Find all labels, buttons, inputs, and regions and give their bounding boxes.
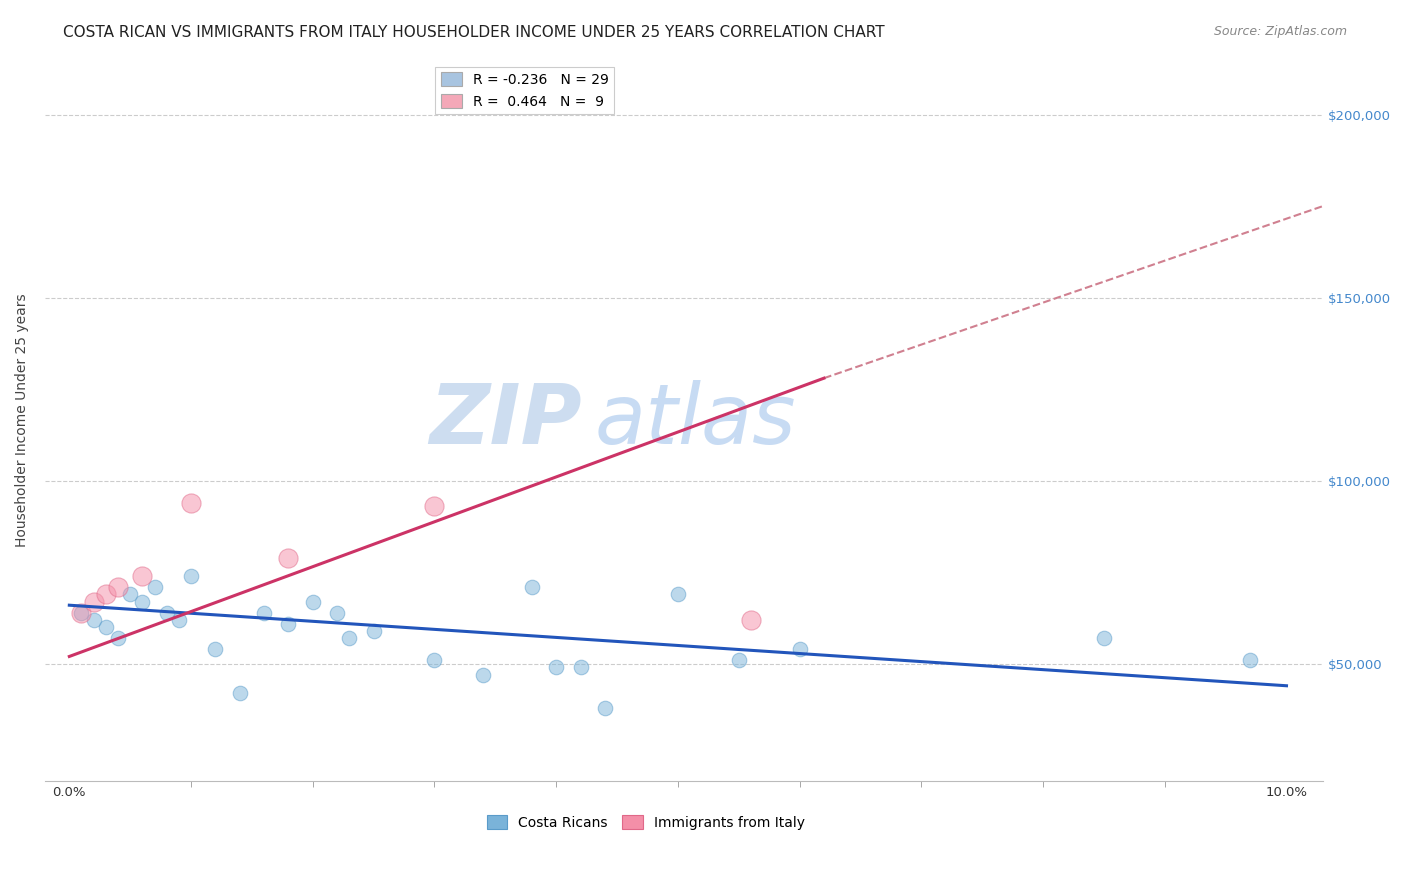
Point (593, 700, 616, 714)
Point (131, 594, 153, 608)
Point (472, 667, 495, 681)
Point (204, 642, 226, 657)
Point (789, 642, 811, 657)
Point (253, 606, 276, 620)
Point (180, 569, 202, 583)
Point (740, 613, 762, 627)
Point (83, 594, 105, 608)
Point (228, 686, 250, 700)
Point (301, 594, 323, 608)
Point (1092, 631, 1115, 645)
Point (131, 569, 153, 583)
Point (337, 631, 360, 645)
Point (277, 616, 299, 631)
Point (167, 613, 190, 627)
Legend: Costa Ricans, Immigrants from Italy: Costa Ricans, Immigrants from Italy (481, 809, 810, 835)
Point (94, 620, 117, 634)
Y-axis label: Householder Income Under 25 years: Householder Income Under 25 years (15, 293, 30, 547)
Text: COSTA RICAN VS IMMIGRANTS FROM ITALY HOUSEHOLDER INCOME UNDER 25 YEARS CORRELATI: COSTA RICAN VS IMMIGRANTS FROM ITALY HOU… (63, 25, 884, 40)
Point (70, 606, 93, 620)
Point (277, 550, 299, 565)
Point (143, 580, 166, 594)
Point (180, 496, 202, 510)
Point (120, 587, 142, 601)
Text: Source: ZipAtlas.com: Source: ZipAtlas.com (1213, 25, 1347, 38)
Point (423, 653, 446, 667)
Point (70, 606, 93, 620)
Point (423, 500, 446, 514)
Point (83, 613, 105, 627)
Text: ZIP: ZIP (429, 380, 582, 461)
Point (363, 624, 385, 638)
Point (156, 606, 179, 620)
Point (326, 606, 349, 620)
Point (1239, 653, 1261, 667)
Point (107, 580, 129, 594)
Point (569, 660, 592, 674)
Point (520, 580, 543, 594)
Point (666, 587, 689, 601)
Text: atlas: atlas (595, 380, 796, 461)
Point (94, 587, 117, 601)
Point (107, 631, 129, 645)
Point (727, 653, 749, 667)
Point (546, 660, 568, 674)
